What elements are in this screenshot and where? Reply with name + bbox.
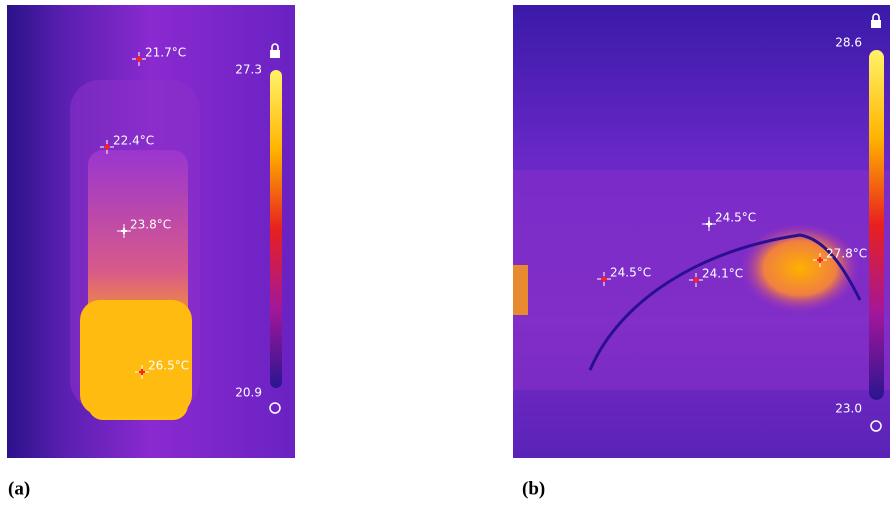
caption: (b) <box>522 478 545 499</box>
spot-temperature: 24.5°C <box>715 211 756 225</box>
spot-temperature: 26.5°C <box>148 359 189 373</box>
spot-temperature: 24.1°C <box>702 267 743 281</box>
mode-icon <box>870 420 882 432</box>
thermal-object <box>740 223 860 313</box>
caption: (a) <box>8 478 30 499</box>
spot-temperature: 22.4°C <box>113 134 154 148</box>
color-scale <box>869 50 884 400</box>
lock-icon <box>872 13 880 20</box>
spot-temperature: 27.8°C <box>826 247 867 261</box>
scale-max: 27.3 <box>235 63 262 77</box>
spot-temperature: 23.8°C <box>130 218 171 232</box>
color-scale <box>270 70 282 388</box>
scale-min: 23.0 <box>835 402 862 416</box>
mode-icon <box>269 402 281 414</box>
spot-temperature: 24.5°C <box>610 266 651 280</box>
thermal-object <box>513 265 528 315</box>
scale-min: 20.9 <box>235 386 262 400</box>
scale-max: 28.6 <box>835 36 862 50</box>
lock-icon <box>270 50 280 58</box>
thermal-object <box>80 300 192 415</box>
cable <box>588 233 862 371</box>
lock-icon <box>871 20 881 28</box>
lock-icon <box>271 43 279 50</box>
spot-temperature: 21.7°C <box>145 46 186 60</box>
